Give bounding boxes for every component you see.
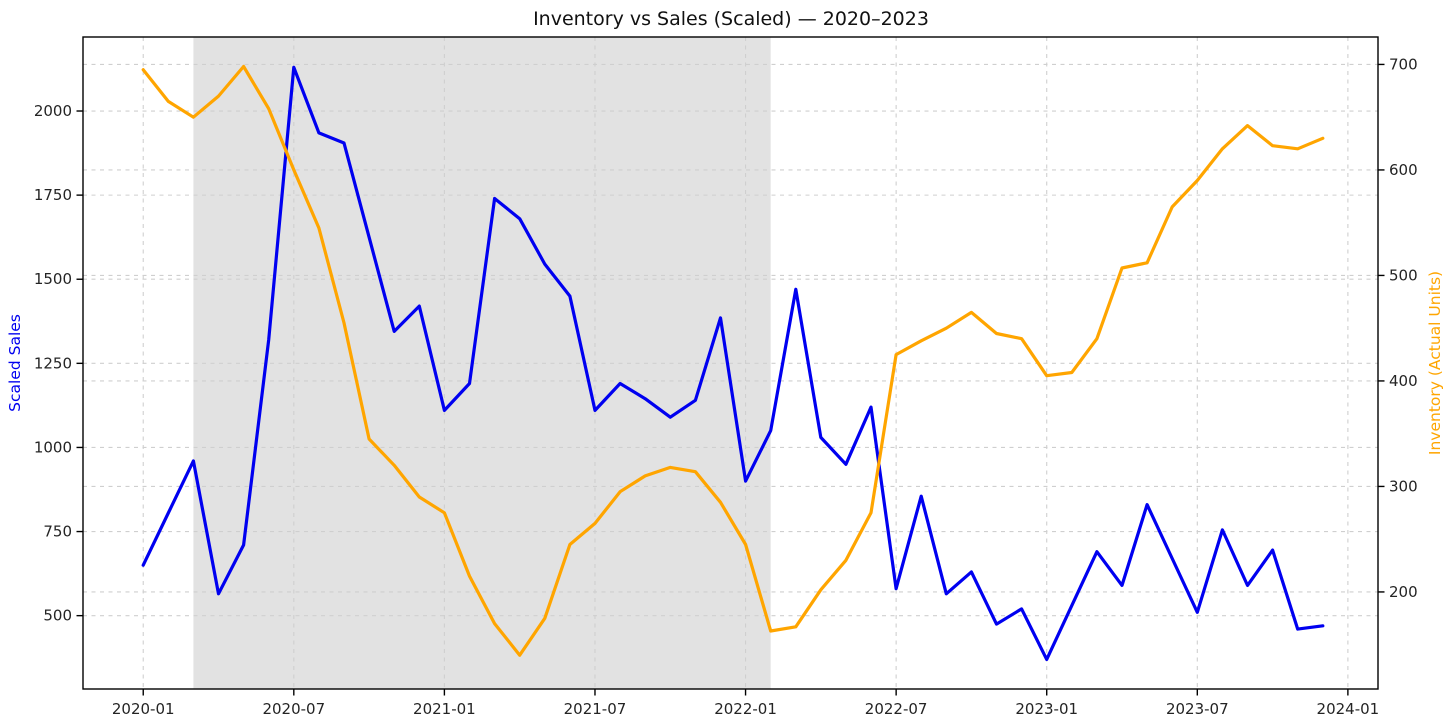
x-tick-label: 2020-07 bbox=[262, 700, 325, 718]
series-line-sales bbox=[141, 65, 1325, 662]
x-tick-label: 2023-01 bbox=[1015, 700, 1078, 718]
x-tick-label: 2021-01 bbox=[413, 700, 476, 718]
left-tick-label: 500 bbox=[43, 607, 72, 625]
left-tick-label: 750 bbox=[43, 523, 72, 541]
chart-title: Inventory vs Sales (Scaled) — 2020–2023 bbox=[533, 8, 929, 30]
x-tick-label: 2020-01 bbox=[112, 700, 175, 718]
left-tick-label: 1250 bbox=[34, 354, 72, 372]
right-tick-label: 400 bbox=[1389, 372, 1418, 390]
left-axis-title: Scaled Sales bbox=[6, 314, 24, 412]
right-tick-label: 500 bbox=[1389, 266, 1418, 284]
left-tick-label: 1750 bbox=[34, 186, 72, 204]
x-tick-label: 2022-07 bbox=[865, 700, 928, 718]
x-tick-label: 2024-01 bbox=[1317, 700, 1380, 718]
right-tick-label: 600 bbox=[1389, 161, 1418, 179]
left-tick-label: 1000 bbox=[34, 438, 72, 456]
x-tick-label: 2023-07 bbox=[1166, 700, 1229, 718]
x-tick-label: 2022-01 bbox=[714, 700, 777, 718]
series-line-inventory bbox=[141, 64, 1325, 657]
right-tick-label: 700 bbox=[1389, 55, 1418, 73]
left-tick-label: 1500 bbox=[34, 270, 72, 288]
x-tick-label: 2021-07 bbox=[564, 700, 627, 718]
right-tick-label: 300 bbox=[1389, 477, 1418, 495]
right-tick-label: 200 bbox=[1389, 583, 1418, 601]
right-axis-title: Inventory (Actual Units) bbox=[1426, 271, 1444, 455]
left-tick-label: 2000 bbox=[34, 102, 72, 120]
